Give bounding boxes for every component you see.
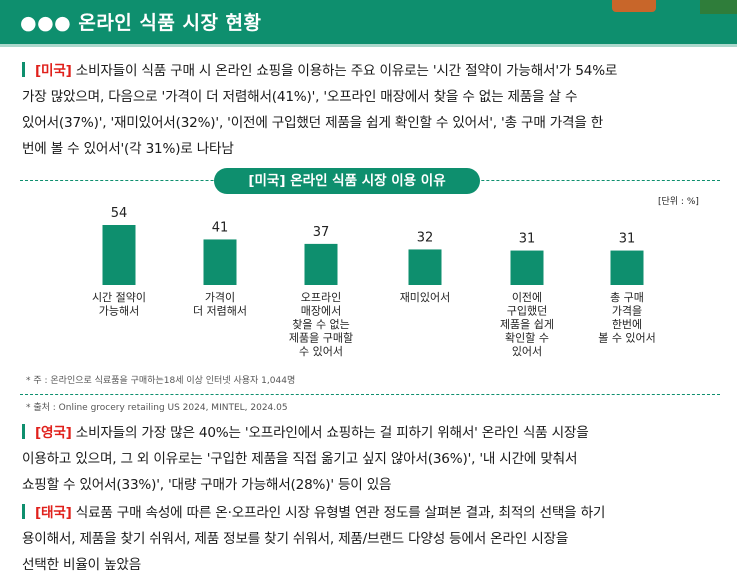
- header-decoration-2: [700, 0, 737, 14]
- paragraph-line: 쇼핑할 수 있어서(33%)', '대량 구매가 가능해서(28%)' 등이 있…: [22, 477, 392, 493]
- bar-4: [510, 250, 544, 285]
- chart-title: [미국] 온라인 식품 시장 이용 이유: [214, 168, 480, 194]
- header-decoration: [612, 0, 656, 12]
- category-label: 더 저렴해서: [193, 304, 247, 318]
- bar-3: [408, 249, 442, 285]
- bar-0: [102, 225, 136, 285]
- paragraph-line: 이용하고 있으며, 그 외 이유로는 '구입한 제품을 직접 옮기고 싶지 않아…: [22, 451, 578, 467]
- category-label: 한번에: [612, 318, 642, 331]
- chart-source: * 출처 : Online grocery retailing US 2024,…: [26, 403, 288, 413]
- paragraph-line: 선택한 비율이 높았음: [22, 557, 141, 573]
- paragraph-line: 있어서(37%)', '재미있어서(32%)', '이전에 구입했던 제품을 쉽…: [22, 115, 604, 131]
- section-title: ●●● 온라인 식품 시장 현황: [20, 12, 262, 34]
- bar-value-label: 37: [313, 225, 330, 240]
- bar-2: [304, 243, 338, 285]
- category-label: 제품을 쉽게: [500, 318, 554, 331]
- bar-5: [610, 250, 644, 285]
- category-label: 가능해서: [99, 304, 139, 318]
- category-label: 오프라인: [301, 291, 341, 304]
- country-tag: [태국]: [35, 505, 72, 521]
- category-label: 매장에서: [301, 305, 341, 318]
- paragraph-us: [미국] 소비자들이 식품 구매 시 온라인 쇼핑을 이용하는 주요 이유로는 …: [22, 58, 722, 162]
- paragraph-line: [영국] 소비자들의 가장 많은 40%는 '오프라인에서 쇼핑하는 걸 피하기…: [22, 420, 722, 446]
- bar-1: [203, 239, 237, 285]
- bar-value-label: 31: [519, 232, 536, 247]
- category-label: 볼 수 있어서: [598, 332, 656, 345]
- category-label: 수 있어서: [299, 345, 343, 358]
- paragraph-thailand: [태국] 식료품 구매 속성에 따른 온·오프라인 시장 유형별 연관 정도를 …: [22, 500, 722, 578]
- bullet-bar: [22, 504, 25, 519]
- paragraph-line: [태국] 식료품 구매 속성에 따른 온·오프라인 시장 유형별 연관 정도를 …: [22, 500, 722, 526]
- header-underline: [0, 44, 737, 47]
- category-label: 찾을 수 없는: [292, 318, 350, 331]
- paragraph-text: 소비자들의 가장 많은 40%는 '오프라인에서 쇼핑하는 걸 피하기 위해서'…: [75, 425, 589, 441]
- category-label: 재미있어서: [400, 291, 451, 304]
- paragraph-uk: [영국] 소비자들의 가장 많은 40%는 '오프라인에서 쇼핑하는 걸 피하기…: [22, 420, 722, 498]
- paragraph-text: 소비자들이 식품 구매 시 온라인 쇼핑을 이용하는 주요 이유로는 '시간 절…: [75, 63, 618, 79]
- bar-value-label: 54: [111, 206, 128, 221]
- category-label: 구입했던: [507, 305, 547, 318]
- category-label: 있어서: [512, 345, 542, 358]
- chart-unit: [단위 : %]: [658, 197, 699, 207]
- category-label: 이전에: [512, 291, 542, 304]
- category-label: 확인할 수: [505, 332, 549, 345]
- country-tag: [미국]: [35, 63, 72, 79]
- category-label: 제품을 구매할: [289, 332, 353, 345]
- category-label: 시간 절약이: [92, 290, 146, 304]
- chart-bottom-divider: [20, 394, 720, 395]
- paragraph-line: 용이해서, 제품을 찾기 쉬워서, 제품 정보를 찾기 쉬워서, 제품/브랜드 …: [22, 531, 569, 547]
- category-label: 가격이: [205, 291, 235, 304]
- bullet-bar: [22, 424, 25, 439]
- paragraph-text: 식료품 구매 속성에 따른 온·오프라인 시장 유형별 연관 정도를 살펴본 결…: [75, 505, 606, 521]
- bar-value-label: 41: [212, 220, 229, 235]
- bar-value-label: 31: [619, 232, 636, 247]
- category-label: 총 구매: [610, 291, 644, 304]
- category-label: 가격을: [612, 305, 642, 318]
- chart-note: * 주 : 온라인으로 식료품을 구매하는18세 이상 인터넷 사용자 1,04…: [26, 376, 296, 386]
- paragraph-line: 가장 많았으며, 다음으로 '가격이 더 저렴해서(41%)', '오프라인 매…: [22, 89, 578, 105]
- paragraph-line: [미국] 소비자들이 식품 구매 시 온라인 쇼핑을 이용하는 주요 이유로는 …: [22, 58, 722, 84]
- bar-value-label: 32: [417, 230, 434, 245]
- bullet-bar: [22, 62, 25, 77]
- country-tag: [영국]: [35, 425, 72, 441]
- paragraph-line: 번에 볼 수 있어서'(각 31%)로 나타남: [22, 141, 234, 157]
